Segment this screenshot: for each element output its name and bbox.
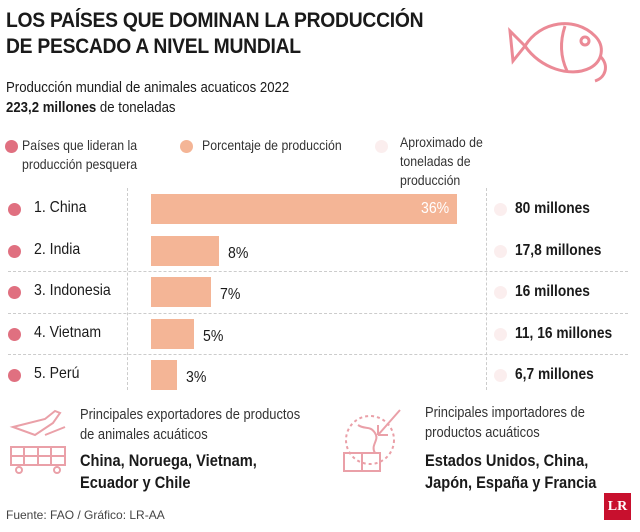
tonnage-marker (494, 286, 507, 299)
country-label: 5. Perú (34, 365, 80, 382)
country-label: 4. Vietnam (34, 324, 102, 341)
row-divider (8, 354, 628, 355)
total-value: 223,2 millones (6, 99, 97, 116)
country-marker (8, 245, 21, 258)
value-label: 5% (202, 328, 223, 345)
subtitle: Producción mundial de animales acuaticos… (6, 78, 289, 118)
page-title: LOS PAÍSES QUE DOMINAN LA PRODUCCIÓN DE … (6, 9, 424, 58)
subtitle-line: Producción mundial de animales acuaticos… (6, 79, 290, 96)
importers-heading: Principales importadores de productos ac… (425, 404, 585, 441)
legend-countries: Países que lideran la producción pesquer… (22, 137, 138, 172)
value-label: 8% (228, 245, 249, 262)
tonnage-label: 6,7 millones (515, 366, 594, 383)
bar-5 (151, 360, 177, 390)
country-label: 1. China (34, 199, 87, 216)
legend-marker-percentage (180, 140, 193, 153)
country-marker (8, 328, 21, 341)
total-unit: de toneladas (96, 99, 176, 116)
exporters-heading: Principales exportadores de productos de… (80, 406, 301, 443)
value-label: 7% (219, 286, 240, 303)
tonnage-label: 80 millones (515, 200, 590, 217)
value-label: 3% (185, 369, 206, 386)
divider (486, 188, 487, 390)
source-note: Fuente: FAO / Gráfico: LR-AA (6, 508, 165, 522)
importers-countries: Estados Unidos, China, Japón, España y F… (425, 451, 597, 492)
value-label: 36% (421, 200, 450, 217)
tonnage-marker (494, 369, 507, 382)
country-label: 2. India (34, 241, 81, 258)
airplane-cargo-icon (9, 409, 66, 474)
tonnage-label: 11, 16 millones (515, 325, 613, 342)
bar-3 (151, 277, 211, 307)
tonnage-label: 16 millones (515, 283, 590, 300)
row-divider (8, 313, 628, 314)
exporters-countries: China, Noruega, Vietnam, Ecuador y Chile (80, 451, 257, 492)
legend-marker-countries (5, 140, 18, 153)
country-marker (8, 286, 21, 299)
bar-2 (151, 236, 219, 266)
tonnage-marker (494, 328, 507, 341)
legend-marker-tonnage (375, 140, 388, 153)
country-marker (8, 369, 21, 382)
legend-percentage: Porcentaje de producción (202, 137, 342, 153)
bar-4 (151, 319, 194, 349)
globe-import-icon (343, 409, 401, 472)
legend-tonnage: Aproximado de toneladas de producción (400, 134, 483, 188)
divider (127, 188, 128, 390)
country-marker (8, 203, 21, 216)
bar-1 (151, 194, 457, 224)
lr-logo: LR (604, 493, 631, 520)
country-label: 3. Indonesia (34, 282, 111, 299)
tonnage-label: 17,8 millones (515, 242, 602, 259)
fish-icon (508, 22, 607, 83)
row-divider (8, 271, 628, 272)
tonnage-marker (494, 245, 507, 258)
tonnage-marker (494, 203, 507, 216)
